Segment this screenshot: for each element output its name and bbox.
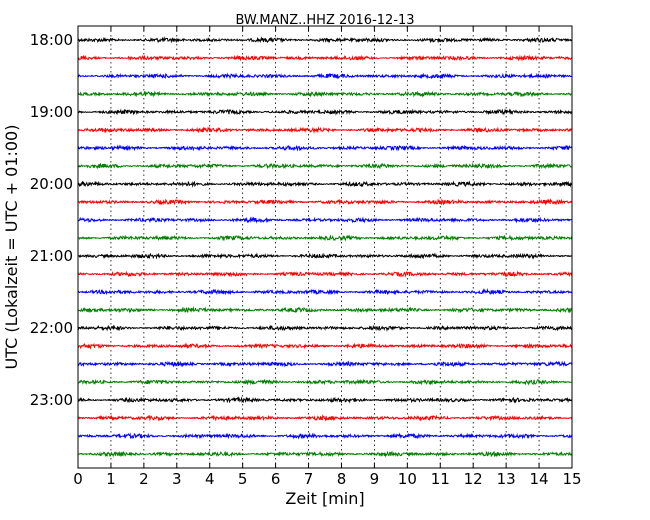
seismic-trace — [77, 54, 573, 62]
x-tick-label: 9 — [370, 470, 380, 488]
seismic-trace — [77, 90, 573, 98]
seismic-trace — [77, 36, 573, 44]
x-tick-label: 14 — [530, 470, 549, 488]
y-tick-labels: 18:00 19:00 20:00 21:00 22:00 23:00 — [30, 31, 73, 409]
seismic-traces — [77, 36, 573, 458]
x-tick-label: 0 — [73, 470, 83, 488]
x-tick-label: 10 — [398, 470, 417, 488]
seismic-trace — [77, 360, 573, 368]
x-tick-label: 13 — [497, 470, 516, 488]
seismic-trace — [77, 126, 573, 134]
grid-lines — [110, 26, 540, 468]
seismic-trace — [77, 324, 573, 332]
x-tick-label: 15 — [562, 470, 581, 488]
y-tick-label: 21:00 — [30, 247, 73, 265]
seismic-trace — [77, 342, 573, 350]
x-tick-label: 4 — [205, 470, 215, 488]
plot-frame — [77, 25, 573, 469]
x-tick-label: 12 — [464, 470, 483, 488]
y-tick-label: 19:00 — [30, 103, 73, 121]
seismic-trace — [77, 216, 573, 224]
seismic-trace — [77, 252, 573, 260]
x-tick-label: 7 — [304, 470, 314, 488]
seismic-trace — [77, 198, 573, 206]
seismic-trace — [77, 180, 573, 188]
y-tick-label: 22:00 — [30, 319, 73, 337]
y-tick-label: 18:00 — [30, 31, 73, 49]
x-tick-label: 11 — [431, 470, 450, 488]
x-tick-label: 3 — [172, 470, 182, 488]
y-tick-label: 23:00 — [30, 391, 73, 409]
seismic-trace — [77, 234, 573, 242]
x-tick-labels: 0 1 2 3 4 5 6 7 8 9 10 11 12 13 14 15 — [73, 470, 581, 488]
seismic-trace — [77, 162, 573, 170]
y-axis-label: UTC (Lokalzeit = UTC + 01:00) — [2, 125, 21, 370]
seismic-trace — [77, 287, 573, 296]
seismic-trace — [77, 378, 573, 386]
seismic-trace — [77, 306, 573, 314]
seismic-trace — [77, 414, 573, 422]
chart-title: BW.MANZ..HHZ 2016-12-13 — [235, 13, 414, 28]
y-tick-label: 20:00 — [30, 175, 73, 193]
x-tick-label: 6 — [271, 470, 281, 488]
seismic-trace — [77, 144, 573, 152]
x-tick-label: 8 — [337, 470, 347, 488]
seismic-trace — [77, 108, 573, 116]
seismic-trace — [77, 396, 573, 404]
seismic-trace — [77, 432, 573, 440]
x-tick-label: 5 — [238, 470, 248, 488]
x-tick-label: 2 — [139, 470, 149, 488]
x-tick-label: 1 — [106, 470, 116, 488]
seismic-trace — [77, 72, 573, 80]
x-axis-label: Zeit [min] — [285, 489, 364, 508]
seismic-trace — [77, 450, 573, 458]
seismic-trace — [77, 270, 573, 278]
